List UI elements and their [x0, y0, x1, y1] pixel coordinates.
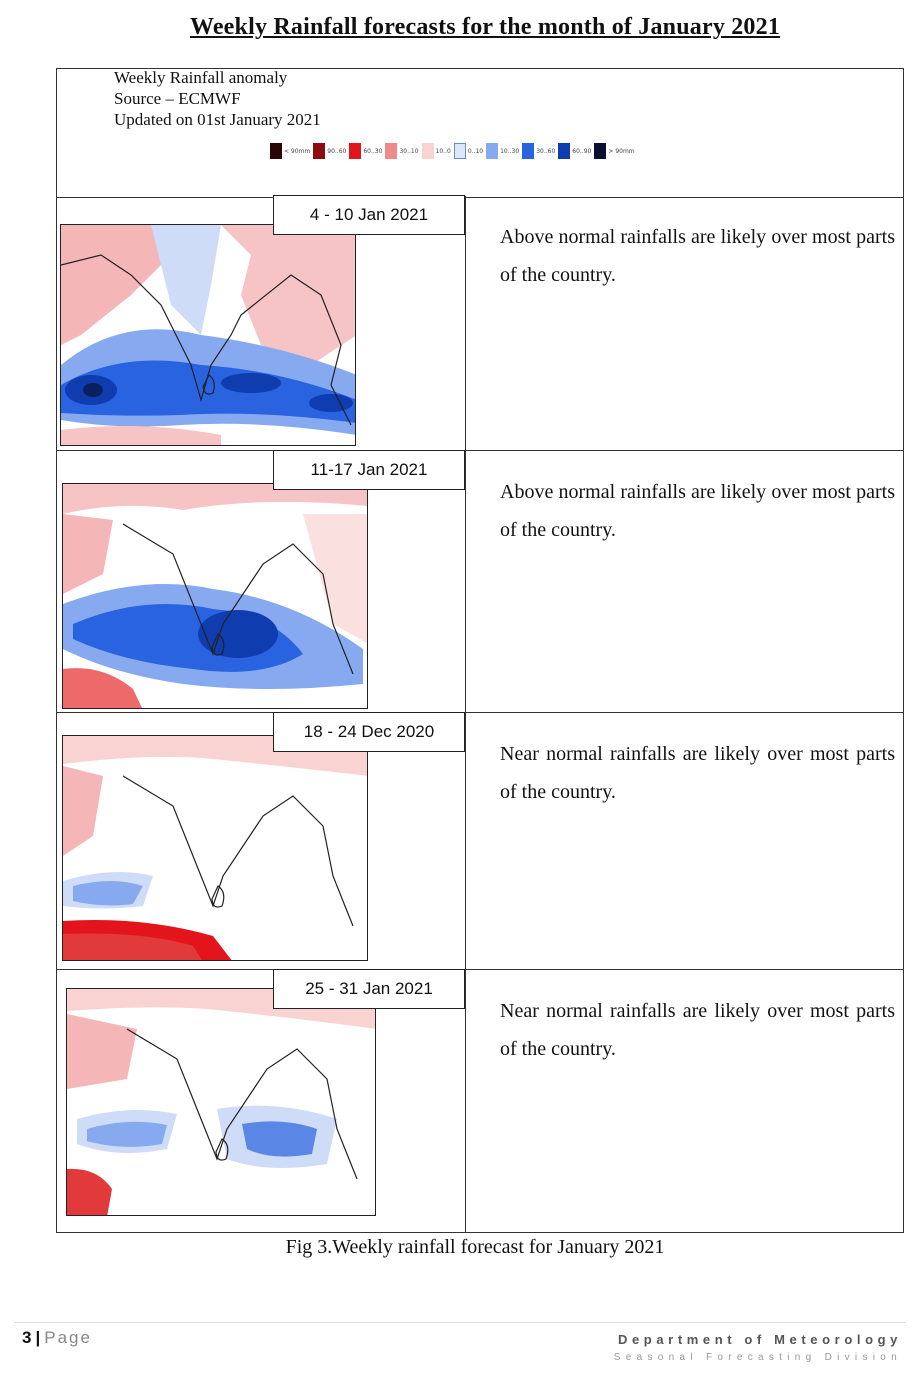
anomaly-label: Weekly Rainfall anomaly [114, 68, 288, 87]
week-row-2: 11-17 Jan 2021 Above normal rainfalls ar… [56, 450, 904, 713]
legend-item: 10..30 [486, 143, 519, 159]
legend-item: > 90mm [594, 143, 635, 159]
period-label-week-3: 18 - 24 Dec 2020 [273, 712, 465, 752]
legend-label: 10..30 [500, 147, 520, 155]
legend-swatch [270, 143, 282, 159]
page-title: Weekly Rainfall forecasts for the month … [189, 14, 781, 40]
legend-swatch [522, 143, 535, 159]
page-number: 3 | Page [22, 1328, 92, 1347]
updated-label: Updated on 01st January 2021 [114, 110, 321, 129]
legend-swatch [313, 143, 326, 159]
page-number-value: 3 [22, 1328, 32, 1347]
week-row-3: 18 - 24 Dec 2020 Near normal rainfalls a… [56, 712, 904, 970]
period-label-week-2: 11-17 Jan 2021 [273, 450, 465, 490]
forecast-text-week-1: Above normal rainfalls are likely over m… [500, 226, 895, 286]
legend-label: 10..0 [435, 147, 451, 155]
legend-swatch [453, 143, 466, 159]
legend-swatch [558, 143, 571, 159]
rainfall-map-week-4 [66, 988, 376, 1216]
forecast-table [56, 68, 904, 1233]
legend-item: 30..10 [385, 143, 419, 159]
week-row-1: 4 - 10 Jan 2021 Above normal rainfalls a… [56, 195, 904, 451]
legend-item: 90..60 [313, 143, 346, 159]
legend-item: 30..60 [522, 143, 555, 159]
legend-label: 90..60 [327, 147, 347, 155]
footer-divider [14, 1322, 906, 1323]
legend-item: 60..30 [349, 143, 382, 159]
legend-swatch [594, 143, 607, 159]
legend-label: < 90mm [284, 147, 311, 155]
rainfall-map-week-2 [62, 483, 368, 709]
legend-item: 10..0 [421, 143, 451, 159]
legend-label: 0..10 [467, 147, 484, 155]
source-label: Source – ECMWF [114, 89, 241, 108]
legend-label: 30..60 [536, 147, 556, 155]
week-row-4: 25 - 31 Jan 2021 Near normal rainfalls a… [56, 969, 904, 1233]
rainfall-map-week-1 [60, 224, 356, 446]
page-word: Page [44, 1328, 92, 1347]
legend-item: < 90mm [270, 143, 310, 159]
period-label-week-1: 4 - 10 Jan 2021 [273, 195, 465, 235]
legend-label: 60..30 [363, 147, 383, 155]
legend-label: 30..10 [399, 147, 419, 155]
legend-label: 60..90 [572, 147, 592, 155]
legend-label: > 90mm [608, 147, 635, 155]
legend-swatch [385, 143, 398, 159]
legend-swatch [421, 143, 434, 159]
legend-item: 0..10 [453, 143, 484, 159]
legend-swatch [486, 143, 499, 159]
legend-swatch [349, 143, 362, 159]
period-label-week-4: 25 - 31 Jan 2021 [273, 969, 465, 1009]
forecast-text-week-2: Above normal rainfalls are likely over m… [500, 481, 895, 541]
legend-item: 60..90 [558, 143, 591, 159]
legend-header-cell: Weekly Rainfall anomaly Source – ECMWF U… [56, 68, 904, 198]
division-name: Seasonal Forecasting Division [613, 1352, 902, 1363]
forecast-text-week-3: Near normal rainfalls are likely over mo… [500, 743, 895, 803]
forecast-text-week-4: Near normal rainfalls are likely over mo… [500, 1000, 895, 1060]
rainfall-map-week-3 [62, 735, 368, 961]
figure-caption: Fig 3.Weekly rainfall forecast for Janua… [285, 1236, 665, 1258]
department-name: Department of Meteorology [617, 1332, 902, 1347]
rainfall-anomaly-legend: < 90mm 90..60 60..30 30..10 10..0 0..10 10..30… [270, 142, 638, 160]
